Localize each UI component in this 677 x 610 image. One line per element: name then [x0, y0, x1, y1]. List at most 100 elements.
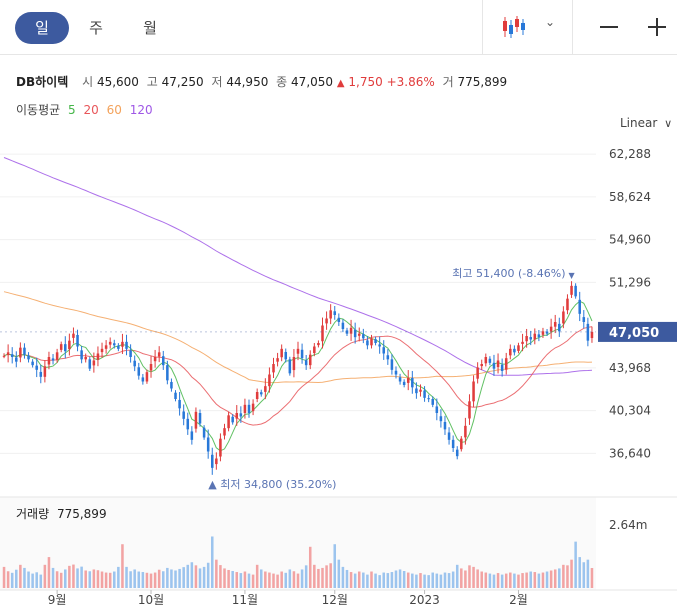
candle-body	[296, 348, 300, 354]
volume-bar	[255, 564, 259, 588]
high-marker: ▼	[568, 271, 575, 280]
volume-bar	[427, 575, 430, 588]
volume-bar	[300, 569, 304, 588]
stock-name: DB하이텍	[16, 75, 69, 89]
candle-body	[353, 329, 357, 338]
candle-body	[578, 299, 581, 314]
volume-bar	[166, 567, 169, 588]
scale-label: Linear	[620, 116, 658, 130]
candle-body	[137, 367, 141, 376]
volume-bar	[390, 572, 394, 588]
volume-bar	[476, 569, 479, 588]
candle-body	[390, 359, 394, 370]
volume-bar	[39, 574, 43, 588]
volume-bar	[545, 571, 549, 588]
high-label: 고	[146, 75, 158, 89]
volume-bar	[280, 571, 283, 588]
volume-bar	[223, 568, 226, 588]
x-tick-label: 10월	[138, 593, 164, 607]
candle-body	[108, 341, 112, 345]
candle-body	[443, 421, 447, 430]
candle-body	[419, 389, 422, 392]
candle-body	[186, 418, 190, 430]
volume-bar	[325, 565, 328, 588]
y-tick-label: 36,640	[609, 446, 651, 460]
candle-body	[341, 322, 345, 329]
candle-body	[558, 323, 561, 332]
volume-bar	[537, 573, 541, 588]
candle-body	[23, 347, 26, 355]
scale-selector[interactable]: Linear ∨	[620, 116, 672, 130]
volume-bar	[162, 571, 165, 588]
volume-bar	[2, 566, 6, 588]
candle-body	[239, 413, 243, 417]
candle-body	[357, 333, 361, 336]
candle-body	[27, 355, 30, 360]
candle-body	[329, 310, 332, 319]
candle-body	[284, 351, 288, 360]
candle-body	[496, 360, 500, 368]
minus-icon[interactable]	[600, 26, 618, 28]
volume-bar	[247, 573, 251, 588]
volume-bar	[64, 569, 67, 588]
candle-body	[72, 333, 75, 338]
candle-body	[162, 356, 165, 366]
candle-body	[104, 345, 108, 349]
low-value: 44,950	[226, 75, 269, 89]
tab-daily[interactable]: 일	[15, 12, 69, 44]
candle-body	[43, 366, 47, 377]
volume-bar	[117, 566, 120, 588]
candle-body	[149, 364, 153, 371]
candle-body	[325, 318, 328, 324]
tab-monthly[interactable]: 월	[143, 19, 157, 37]
candle-body	[374, 339, 377, 343]
volume-bar	[88, 571, 92, 588]
volume-bar	[394, 570, 398, 588]
volume-bar	[27, 571, 30, 588]
plus-icon-vertical[interactable]	[656, 18, 658, 36]
ma-5[interactable]: 5	[68, 103, 76, 117]
candle-body	[349, 327, 353, 334]
candle-body	[219, 438, 222, 457]
volume-bar	[100, 571, 104, 588]
change-value: 1,750	[348, 75, 383, 89]
candle-body	[51, 358, 55, 361]
volume-bar	[443, 572, 447, 588]
candle-body	[313, 346, 316, 354]
candle-body	[223, 428, 226, 436]
candle-body	[464, 425, 467, 438]
tab-weekly[interactable]: 주	[89, 19, 103, 37]
high-value: 47,250	[161, 75, 204, 89]
ma-60[interactable]: 60	[106, 103, 122, 117]
volume-bar	[357, 571, 361, 588]
volume-bar	[137, 571, 141, 588]
ma-120[interactable]: 120	[129, 103, 153, 117]
volume-bar	[447, 573, 451, 588]
volume-bar	[570, 559, 573, 588]
candlestick-icon[interactable]	[500, 14, 528, 40]
candle-body	[472, 381, 475, 402]
candle-body	[39, 371, 43, 377]
ma-5-line	[3, 300, 593, 452]
chevron-down-icon[interactable]: ⌄	[545, 15, 556, 29]
candle-body	[582, 317, 586, 322]
ma-20[interactable]: 20	[83, 103, 99, 117]
candle-body	[194, 411, 198, 429]
x-tick-label: 2월	[509, 593, 528, 607]
volume-bar	[43, 564, 47, 588]
volume-bar	[190, 562, 194, 588]
candle-body	[259, 392, 263, 395]
volume-bar	[51, 567, 55, 588]
candle-body	[202, 427, 206, 438]
candle-body	[549, 326, 553, 332]
candle-body	[117, 345, 120, 349]
candle-body	[308, 354, 312, 366]
volume-bar	[329, 563, 332, 588]
volume-bar	[370, 571, 373, 588]
volume-bar	[464, 570, 467, 588]
volume-bar	[121, 544, 124, 588]
candle-body	[76, 334, 79, 347]
volume-bar	[460, 568, 463, 588]
volume-bar	[19, 564, 22, 588]
